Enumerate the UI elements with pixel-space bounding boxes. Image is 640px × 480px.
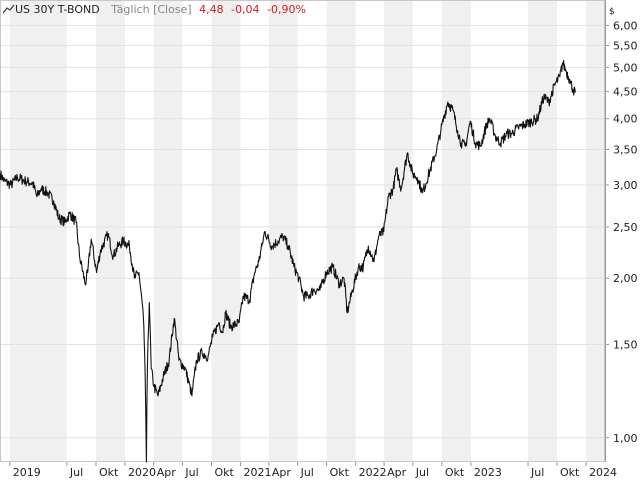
period-band bbox=[0, 0, 10, 462]
period-band bbox=[124, 0, 154, 462]
x-tick-label: Jul bbox=[415, 466, 429, 479]
period-band bbox=[326, 0, 356, 462]
x-tick-label: 2022 bbox=[359, 466, 387, 479]
chart-symbol: US 30Y T-BOND bbox=[2, 3, 107, 16]
period-band bbox=[240, 0, 269, 462]
x-tick-label: 2024 bbox=[589, 466, 617, 479]
x-tick-label: 2021 bbox=[243, 466, 271, 479]
y-tick-label: 2,50 bbox=[613, 221, 638, 234]
y-tick-label: 3,50 bbox=[613, 143, 638, 156]
x-tick-label: Okt bbox=[560, 466, 580, 479]
period-band bbox=[297, 0, 327, 462]
x-tick-label: 2023 bbox=[474, 466, 502, 479]
y-tick-label: 1,00 bbox=[613, 432, 638, 445]
period-bands bbox=[0, 0, 605, 462]
period-band bbox=[586, 0, 605, 462]
period-band bbox=[557, 0, 587, 462]
period-band bbox=[268, 0, 298, 462]
period-band bbox=[412, 0, 442, 462]
x-tick-label: Jul bbox=[530, 466, 544, 479]
chart-header: US 30Y T-BOND Täglich [Close] 4,48 -0,04… bbox=[2, 2, 310, 18]
grid-lines bbox=[0, 24, 609, 439]
period-band bbox=[95, 0, 125, 462]
chart-period: Täglich [Close] bbox=[111, 3, 192, 16]
x-tick-label: Okt bbox=[330, 466, 350, 479]
period-band bbox=[9, 0, 67, 462]
period-band bbox=[182, 0, 212, 462]
period-band bbox=[211, 0, 241, 462]
y-tick-label: 1,50 bbox=[613, 338, 638, 351]
period-band bbox=[384, 0, 413, 462]
x-tick-label: Jul bbox=[184, 466, 198, 479]
period-band bbox=[355, 0, 385, 462]
plot-frame bbox=[0, 0, 605, 462]
x-axis-labels: 2019 Jul Okt 2020 Apr Jul Okt 2021 Apr Jul Okt 2022… bbox=[9, 462, 617, 479]
x-tick-label: Apr bbox=[157, 466, 177, 479]
currency-label: $ bbox=[609, 7, 615, 17]
price-line bbox=[0, 59, 576, 463]
last-price: 4,48 bbox=[199, 3, 224, 16]
x-tick-label: 2019 bbox=[13, 466, 41, 479]
y-tick-label: 2,00 bbox=[613, 272, 638, 285]
x-tick-label: Apr bbox=[272, 466, 292, 479]
y-tick-label: 3,00 bbox=[613, 179, 638, 192]
period-band bbox=[527, 0, 558, 462]
period-band bbox=[153, 0, 183, 462]
x-tick-label: Okt bbox=[445, 466, 465, 479]
period-band bbox=[470, 0, 528, 462]
y-tick-label: 4,50 bbox=[613, 86, 638, 99]
line-chart-icon bbox=[2, 4, 15, 14]
y-tick-label: 5,50 bbox=[613, 39, 638, 52]
y-tick-label: 5,00 bbox=[613, 61, 638, 74]
x-tick-label: Okt bbox=[99, 466, 119, 479]
x-tick-label: Okt bbox=[214, 466, 234, 479]
y-axis-labels: 1,00 1,50 2,00 2,50 3,00 3,50 4,00 4,50 5,00 5,50… bbox=[613, 19, 638, 444]
y-tick-label: 6,00 bbox=[613, 19, 638, 32]
period-band bbox=[441, 0, 471, 462]
price-change: -0,04 bbox=[231, 3, 260, 16]
period-band bbox=[66, 0, 96, 462]
x-tick-label: Apr bbox=[387, 466, 407, 479]
x-tick-label: 2020 bbox=[128, 466, 156, 479]
x-tick-label: Jul bbox=[69, 466, 83, 479]
chart-title: US 30Y T-BOND bbox=[15, 3, 100, 16]
x-tick-label: Jul bbox=[300, 466, 314, 479]
price-change-percent: -0,90% bbox=[267, 3, 306, 16]
y-tick-label: 4,00 bbox=[613, 113, 638, 126]
